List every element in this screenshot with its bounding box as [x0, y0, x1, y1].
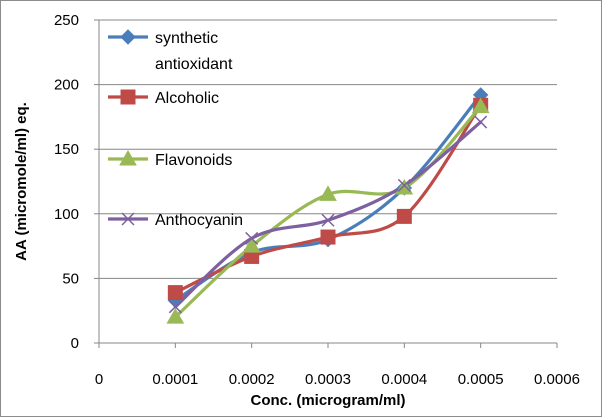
x-axis-title: Conc. (microgram/ml)	[250, 392, 405, 409]
y-tick-label-200: 200	[54, 77, 79, 94]
legend-marker-anthocyanin	[121, 212, 135, 226]
point-flavonoids-4	[395, 178, 414, 195]
y-tick-label-250: 250	[54, 12, 79, 29]
x-tick-label-2: 0.0002	[229, 371, 275, 388]
point-anthocyanin-3	[321, 213, 335, 227]
legend-marker-synthetic-antioxidant	[120, 29, 136, 45]
point-flavonoids-1	[166, 308, 185, 324]
x-tick-label-5: 0.0005	[458, 371, 504, 388]
legend-marker-alcoholic	[120, 89, 136, 105]
point-anthocyanin-5	[474, 115, 488, 129]
y-tick-label-50: 50	[62, 270, 79, 287]
point-anthocyanin-2	[245, 231, 259, 245]
legend-label-synthetic-antioxidant-1: synthetic	[155, 30, 218, 47]
point-flavonoids-5	[471, 97, 490, 114]
y-axis-title: AA (micromole/ml) eq.	[13, 102, 30, 261]
legend-label-flavonoids-1: Flavonoids	[155, 152, 232, 169]
y-tick-label-100: 100	[54, 206, 79, 223]
point-anthocyanin-1	[168, 300, 182, 314]
x-tick-label-6: 0.0006	[534, 371, 580, 388]
x-tick-label-4: 0.0004	[381, 371, 427, 388]
point-anthocyanin-4	[397, 178, 411, 192]
point-alcoholic-4	[396, 208, 412, 224]
point-alcoholic-3	[320, 229, 336, 245]
x-tick-label-1: 0.0001	[152, 371, 198, 388]
y-tick-label-0: 0	[71, 335, 79, 352]
point-flavonoids-3	[319, 185, 337, 201]
x-tick-label-3: 0.0003	[305, 371, 351, 388]
legend-label-anthocyanin-1: Anthocyanin	[155, 212, 243, 229]
legend-label-synthetic-antioxidant-2: antioxidant	[155, 56, 233, 73]
y-tick-label-150: 150	[54, 141, 79, 158]
point-flavonoids-2	[242, 237, 261, 253]
legend-marker-flavonoids	[119, 149, 137, 166]
point-alcoholic-1	[167, 285, 183, 301]
x-tick-label-0: 0	[95, 371, 103, 388]
legend-label-alcoholic-1: Alcoholic	[155, 90, 219, 107]
